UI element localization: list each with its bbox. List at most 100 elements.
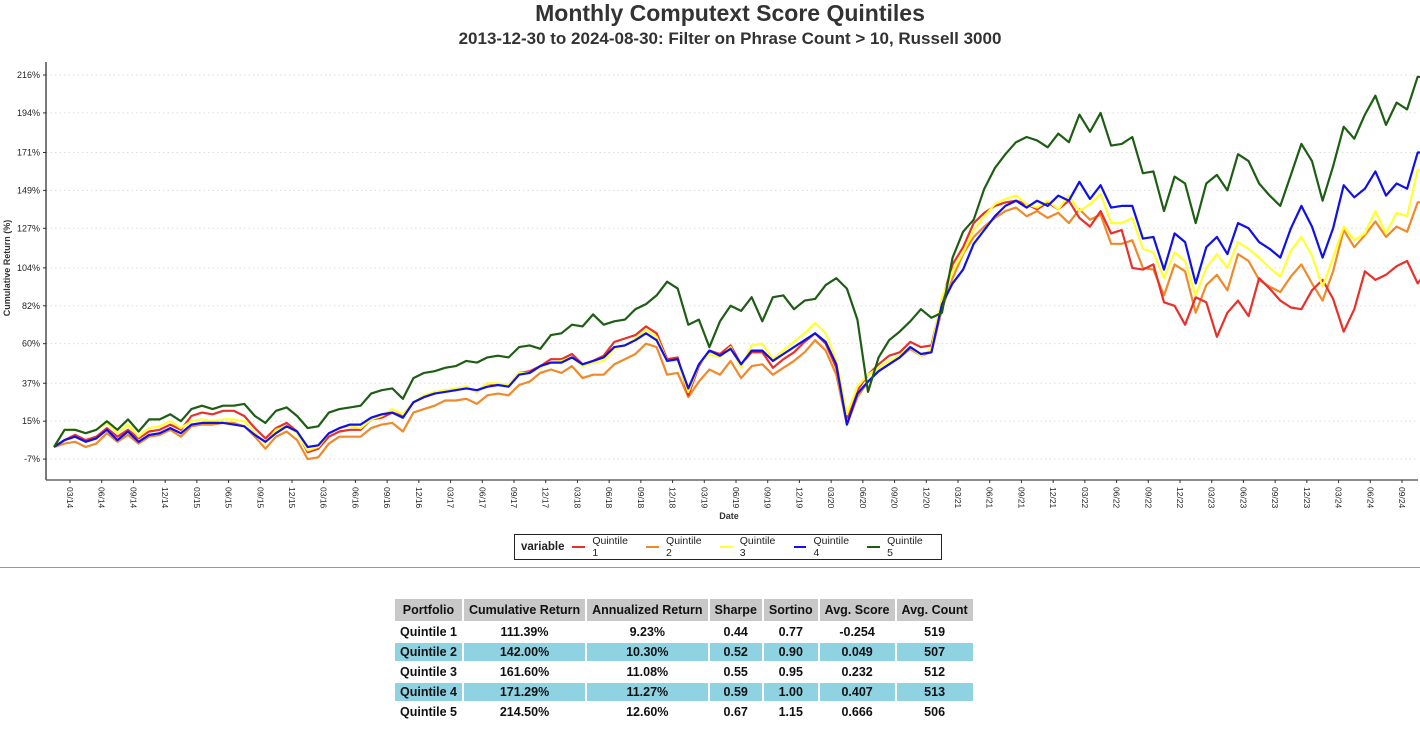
table-cell: 9.23% bbox=[586, 621, 710, 642]
x-tick-label: 06/18 bbox=[604, 487, 614, 509]
legend-label: Quintile 2 bbox=[666, 535, 702, 559]
x-tick-label: 03/17 bbox=[446, 487, 456, 509]
table-cell: 1.15 bbox=[762, 701, 820, 721]
x-axis-label: Date bbox=[719, 511, 739, 521]
table-cell: 0.049 bbox=[818, 641, 897, 662]
table-cell: 0.90 bbox=[762, 641, 820, 662]
y-tick-label: 82% bbox=[22, 301, 40, 311]
x-tick-label: 12/16 bbox=[414, 487, 424, 509]
x-tick-label: 03/22 bbox=[1080, 487, 1090, 509]
column-header: Sortino bbox=[762, 599, 820, 622]
x-tick-label: 03/21 bbox=[953, 487, 963, 509]
y-tick-label: 60% bbox=[22, 339, 40, 349]
table-cell: 10.30% bbox=[586, 641, 710, 662]
table-cell: 512 bbox=[895, 661, 975, 682]
x-tick-label: 09/16 bbox=[382, 487, 392, 509]
x-tick-label: 03/20 bbox=[826, 487, 836, 509]
table-cell: 0.232 bbox=[818, 661, 897, 682]
table-cell: 0.52 bbox=[708, 641, 764, 662]
legend-title: variable bbox=[521, 541, 565, 553]
y-tick-label: 127% bbox=[17, 223, 40, 233]
column-header: Avg. Count bbox=[895, 599, 975, 622]
table-row: Quintile 1 111.39% 9.23% 0.44 0.77 -0.254 519 bbox=[395, 621, 975, 642]
x-tick-label: 09/18 bbox=[636, 487, 646, 509]
table-cell: 506 bbox=[895, 701, 975, 721]
x-tick-label: 12/19 bbox=[794, 487, 804, 509]
legend-swatch bbox=[572, 546, 586, 548]
x-tick-label: 06/16 bbox=[350, 487, 360, 509]
x-tick-label: 09/21 bbox=[1016, 487, 1026, 509]
x-tick-label: 03/18 bbox=[572, 487, 582, 509]
table-cell: Quintile 4 bbox=[395, 681, 464, 702]
table-cell: 0.55 bbox=[708, 661, 764, 682]
table-cell: 519 bbox=[895, 621, 975, 642]
legend-label: Quintile 4 bbox=[813, 535, 850, 559]
y-axis-label: Cumulative Return (%) bbox=[2, 220, 12, 317]
table-cell: 0.95 bbox=[762, 661, 820, 682]
x-tick-label: 03/23 bbox=[1207, 487, 1217, 509]
performance-table: Portfolio Cumulative Return Annualized Ret… bbox=[395, 599, 975, 721]
table-cell: 1.00 bbox=[762, 681, 820, 702]
legend-swatch bbox=[867, 546, 881, 548]
table-cell: 0.59 bbox=[708, 681, 764, 702]
x-tick-label: 09/20 bbox=[890, 487, 900, 509]
legend-label: Quintile 5 bbox=[887, 535, 923, 559]
x-tick-label: 09/22 bbox=[1143, 487, 1153, 509]
y-tick-label: 216% bbox=[17, 70, 40, 80]
table-row: Quintile 4 171.29% 11.27% 0.59 1.00 0.407 513 bbox=[395, 681, 975, 702]
table-cell: 111.39% bbox=[462, 621, 588, 642]
table-cell: 11.08% bbox=[586, 661, 710, 682]
x-tick-label: 12/20 bbox=[921, 487, 931, 509]
x-tick-label: 06/24 bbox=[1365, 487, 1375, 509]
x-tick-label: 12/23 bbox=[1302, 487, 1312, 509]
x-tick-label: 06/14 bbox=[97, 487, 107, 509]
x-tick-label: 03/19 bbox=[699, 487, 709, 509]
table-cell: 12.60% bbox=[586, 701, 710, 721]
table-cell: 11.27% bbox=[586, 681, 710, 702]
x-tick-label: 09/15 bbox=[255, 487, 265, 509]
table-cell: 0.407 bbox=[818, 681, 897, 702]
series-line-quintile-4 bbox=[53, 151, 1420, 449]
legend-label: Quintile 1 bbox=[592, 535, 628, 559]
column-header: Annualized Return bbox=[586, 599, 710, 622]
x-tick-label: 06/19 bbox=[731, 487, 741, 509]
series-line-quintile-5 bbox=[53, 75, 1420, 448]
x-tick-label: 06/23 bbox=[1238, 487, 1248, 509]
table-cell: -0.254 bbox=[818, 621, 897, 642]
x-tick-label: 09/23 bbox=[1270, 487, 1280, 509]
table-header-row: Portfolio Cumulative Return Annualized Ret… bbox=[395, 599, 975, 622]
chart-title: Monthly Computext Score Quintiles bbox=[535, 0, 925, 26]
y-tick-label: 194% bbox=[17, 108, 40, 118]
table-cell: 161.60% bbox=[462, 661, 588, 682]
legend-item: Quintile 3 bbox=[719, 535, 784, 559]
table-row: Quintile 3 161.60% 11.08% 0.55 0.95 0.232 512 bbox=[395, 661, 975, 682]
table-row: Quintile 2 142.00% 10.30% 0.52 0.90 0.049 507 bbox=[395, 641, 975, 662]
x-tick-label: 09/17 bbox=[509, 487, 519, 509]
table-cell: 142.00% bbox=[462, 641, 588, 662]
series-line-quintile-2 bbox=[53, 201, 1420, 461]
legend-item: Quintile 4 bbox=[793, 535, 858, 559]
x-tick-label: 06/22 bbox=[1112, 487, 1122, 509]
table-row: Quintile 5 214.50% 12.60% 0.67 1.15 0.666 506 bbox=[395, 701, 975, 721]
x-tick-label: 06/20 bbox=[858, 487, 868, 509]
table-cell: Quintile 2 bbox=[395, 641, 464, 662]
y-tick-label: 15% bbox=[22, 416, 40, 426]
column-header: Sharpe bbox=[708, 599, 764, 622]
x-tick-label: 12/18 bbox=[668, 487, 678, 509]
y-tick-label: -7% bbox=[24, 454, 40, 464]
x-tick-label: 03/24 bbox=[1334, 487, 1344, 509]
x-tick-label: 12/15 bbox=[287, 487, 297, 509]
table-cell: 0.67 bbox=[708, 701, 764, 721]
x-tick-label: 06/21 bbox=[985, 487, 995, 509]
table-cell: 214.50% bbox=[462, 701, 588, 721]
x-tick-label: 03/16 bbox=[319, 487, 329, 509]
chart-subtitle: 2013-12-30 to 2024-08-30: Filter on Phra… bbox=[458, 29, 1002, 48]
x-tick-label: 09/19 bbox=[763, 487, 773, 509]
x-tick-label: 12/22 bbox=[1175, 487, 1185, 509]
legend-swatch bbox=[646, 546, 660, 548]
legend: variable Quintile 1 Quintile 2 Quintile 3 Q… bbox=[514, 534, 942, 560]
x-tick-label: 06/15 bbox=[224, 487, 234, 509]
x-tick-label: 12/17 bbox=[541, 487, 551, 509]
x-tick-label: 03/14 bbox=[65, 487, 75, 509]
table-cell: 507 bbox=[895, 641, 975, 662]
